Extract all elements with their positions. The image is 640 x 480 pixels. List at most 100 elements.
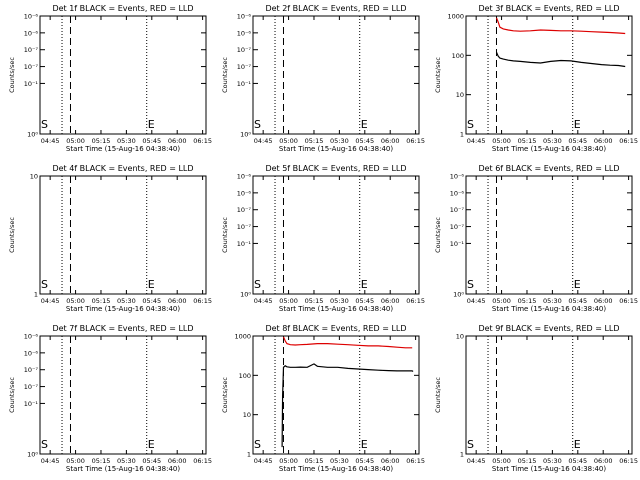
- x-tick-label: 05:30: [330, 457, 349, 465]
- y-tick-label: 10⁻⁷: [24, 366, 39, 374]
- y-axis-label: Counts/sec: [434, 57, 442, 93]
- y-tick-label: 10⁻⁷: [450, 223, 465, 231]
- x-tick-label: 05:15: [518, 457, 537, 465]
- x-tick-label: 06:00: [594, 137, 613, 145]
- y-tick-label: 10⁻⁶: [237, 13, 252, 21]
- x-tick-label: 06:00: [381, 457, 400, 465]
- end-marker: E: [361, 118, 368, 131]
- start-marker: S: [467, 278, 474, 291]
- y-tick-label: 10⁻⁶: [450, 189, 465, 197]
- y-tick-label: 10⁻⁷: [24, 46, 39, 54]
- chart-title: Det 8f BLACK = Events, RED = LLD: [265, 324, 406, 333]
- chart-title: Det 9f BLACK = Events, RED = LLD: [478, 324, 619, 333]
- x-tick-label: 04:45: [467, 137, 486, 145]
- chart-panel: Det 4f BLACK = Events, RED = LLD 10 104:45…: [8, 164, 212, 313]
- chart-panel: Det 9f BLACK = Events, RED = LLD 10 104:45…: [434, 324, 638, 473]
- x-tick-label: 04:45: [467, 457, 486, 465]
- end-marker: E: [574, 438, 581, 451]
- plot-frame: [465, 335, 633, 455]
- start-marker: S: [254, 438, 261, 451]
- y-tick-label: 10⁰: [240, 131, 251, 139]
- x-tick-label: 04:45: [41, 137, 60, 145]
- events-series-line: [495, 51, 626, 68]
- x-tick-label: 05:30: [117, 137, 136, 145]
- x-tick-label: 04:45: [41, 457, 60, 465]
- end-marker: E: [148, 118, 155, 131]
- y-tick-label: 10: [243, 411, 251, 419]
- y-tick-label: 10⁻¹: [450, 240, 465, 248]
- x-axis-label: Start Time (15-Aug-16 04:38:40): [66, 305, 180, 313]
- y-axis-label: Counts/sec: [8, 57, 16, 93]
- plot-frame: [252, 335, 420, 455]
- y-tick-label: 10⁰: [453, 291, 464, 299]
- y-tick-label: 1: [247, 451, 251, 459]
- chart-panel: Det 8f BLACK = Events, RED = LLD 1000 100 1…: [221, 324, 425, 473]
- x-tick-label: 06:15: [193, 137, 212, 145]
- y-tick-label: 10⁻⁷: [237, 46, 252, 54]
- x-tick-label: 04:45: [254, 137, 273, 145]
- y-tick-label: 10⁰: [240, 291, 251, 299]
- x-tick-label: 05:15: [305, 137, 324, 145]
- x-tick-label: 06:00: [594, 457, 613, 465]
- plot-frame: [39, 175, 207, 295]
- start-marker: S: [254, 278, 261, 291]
- x-tick-label: 05:15: [518, 297, 537, 305]
- x-tick-label: 05:00: [66, 297, 85, 305]
- chart-title: Det 3f BLACK = Events, RED = LLD: [478, 4, 619, 13]
- x-axis-label: Start Time (15-Aug-16 04:38:40): [492, 145, 606, 153]
- x-tick-label: 05:00: [492, 137, 511, 145]
- chart-title: Det 4f BLACK = Events, RED = LLD: [52, 164, 193, 173]
- x-tick-label: 06:15: [406, 457, 425, 465]
- y-tick-label: 10⁻⁶: [24, 13, 39, 21]
- x-tick-label: 05:30: [117, 297, 136, 305]
- start-marker: S: [254, 118, 261, 131]
- y-axis-label: Counts/sec: [221, 217, 229, 253]
- x-tick-label: 05:00: [66, 457, 85, 465]
- x-tick-label: 06:15: [193, 457, 212, 465]
- plot-frame: [465, 15, 633, 135]
- y-tick-label: 10: [30, 173, 38, 181]
- x-tick-label: 05:30: [330, 137, 349, 145]
- x-tick-label: 06:00: [381, 137, 400, 145]
- x-tick-label: 05:00: [279, 137, 298, 145]
- x-tick-label: 04:45: [254, 457, 273, 465]
- x-tick-label: 06:15: [619, 137, 638, 145]
- chart-title: Det 6f BLACK = Events, RED = LLD: [478, 164, 619, 173]
- y-tick-label: 10⁻⁷: [237, 63, 252, 71]
- x-tick-label: 05:15: [305, 457, 324, 465]
- plot-frame: [252, 175, 420, 295]
- x-tick-label: 05:30: [330, 297, 349, 305]
- x-tick-label: 05:00: [492, 297, 511, 305]
- x-tick-label: 05:15: [92, 137, 111, 145]
- chart-panel: Det 2f BLACK = Events, RED = LLD 10⁻⁶ 10⁻⁶…: [221, 4, 425, 153]
- end-marker: E: [148, 278, 155, 291]
- chart-panel: Det 7f BLACK = Events, RED = LLD 10⁻⁶ 10⁻⁶…: [8, 324, 212, 473]
- x-tick-label: 06:00: [168, 457, 187, 465]
- x-tick-label: 05:45: [568, 297, 587, 305]
- x-tick-label: 04:45: [41, 297, 60, 305]
- y-tick-label: 100: [239, 372, 251, 380]
- start-marker: S: [41, 278, 48, 291]
- y-axis-label: Counts/sec: [434, 217, 442, 253]
- x-tick-label: 05:45: [142, 297, 161, 305]
- x-tick-label: 06:15: [406, 137, 425, 145]
- start-marker: S: [467, 438, 474, 451]
- end-marker: E: [574, 118, 581, 131]
- x-axis-label: Start Time (15-Aug-16 04:38:40): [279, 465, 393, 473]
- x-tick-label: 05:45: [568, 137, 587, 145]
- y-tick-label: 10⁻⁶: [450, 173, 465, 181]
- y-axis-label: Counts/sec: [434, 377, 442, 413]
- x-tick-label: 05:45: [142, 457, 161, 465]
- y-tick-label: 10: [456, 333, 464, 341]
- chart-panel: Det 6f BLACK = Events, RED = LLD 10⁻⁶ 10⁻⁶…: [434, 164, 638, 313]
- start-marker: S: [41, 118, 48, 131]
- x-tick-label: 05:30: [543, 457, 562, 465]
- y-tick-label: 1000: [234, 333, 251, 341]
- y-tick-label: 10⁻¹: [237, 240, 252, 248]
- x-tick-label: 05:00: [279, 297, 298, 305]
- y-tick-label: 10⁻⁶: [237, 173, 252, 181]
- x-axis-label: Start Time (15-Aug-16 04:38:40): [492, 465, 606, 473]
- x-tick-label: 06:15: [406, 297, 425, 305]
- y-tick-label: 10⁻⁷: [237, 223, 252, 231]
- x-axis-label: Start Time (15-Aug-16 04:38:40): [492, 305, 606, 313]
